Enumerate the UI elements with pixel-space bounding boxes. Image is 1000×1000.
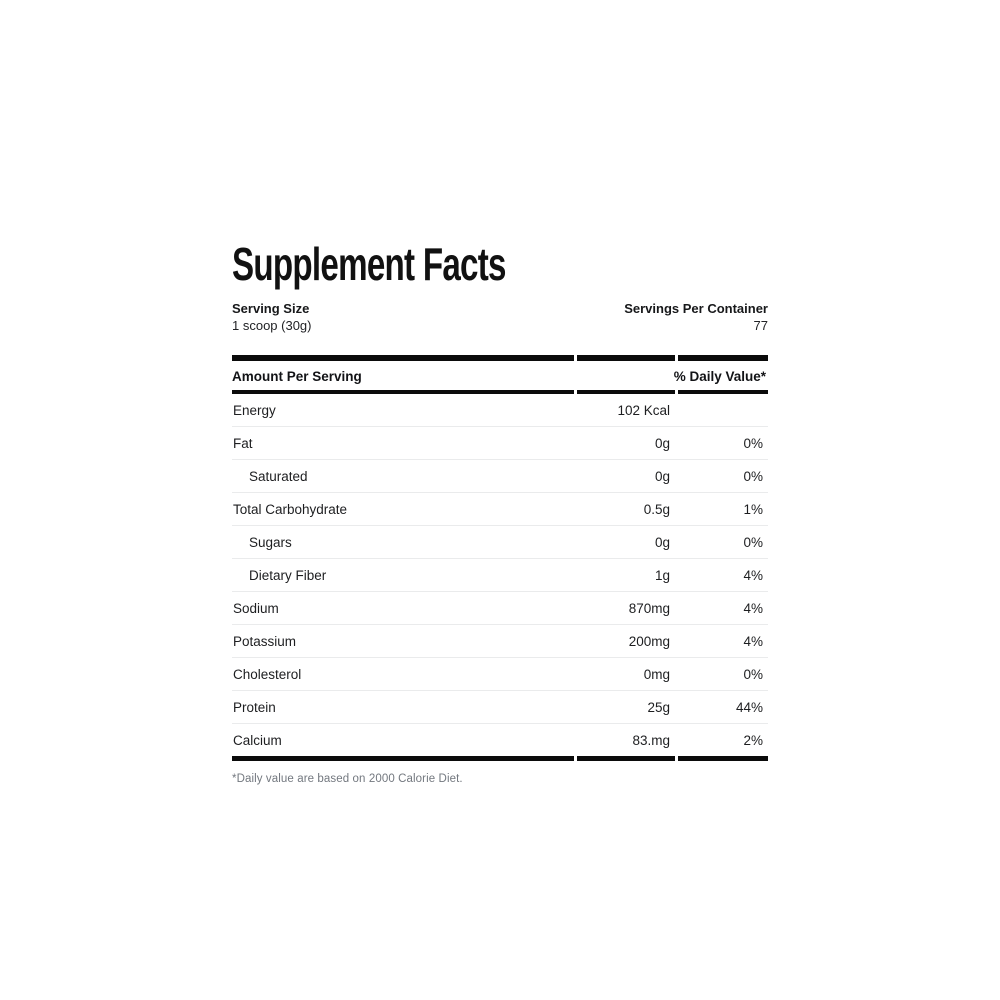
divider-bar-bottom — [232, 756, 768, 761]
nutrient-daily-value: 0% — [743, 469, 763, 484]
divider-segment — [577, 756, 675, 761]
divider-segment — [678, 390, 768, 394]
nutrient-daily-value: 4% — [743, 601, 763, 616]
nutrient-daily-value: 1% — [743, 502, 763, 517]
table-header-row: Amount Per Serving % Daily Value* — [232, 361, 768, 390]
nutrient-amount: 102 Kcal — [617, 403, 670, 418]
nutrient-daily-value: 4% — [743, 568, 763, 583]
table-row: Sugars 0g 0% — [232, 526, 768, 559]
table-row: Dietary Fiber 1g 4% — [232, 559, 768, 592]
divider-segment — [232, 390, 574, 394]
nutrient-amount: 83.mg — [632, 733, 670, 748]
table-row: Sodium 870mg 4% — [232, 592, 768, 625]
table-row: Fat 0g 0% — [232, 427, 768, 460]
table-row: Energy 102 Kcal — [232, 394, 768, 427]
daily-value-footnote: *Daily value are based on 2000 Calorie D… — [232, 773, 463, 785]
servings-per-container-value: 77 — [753, 318, 768, 333]
nutrient-name: Potassium — [233, 634, 297, 649]
nutrient-amount: 0g — [654, 436, 670, 451]
divider-segment — [232, 355, 574, 361]
nutrient-daily-value: 0% — [743, 436, 763, 451]
amount-per-serving-header: Amount Per Serving — [232, 369, 362, 384]
nutrient-amount: 200mg — [628, 634, 670, 649]
divider-segment — [577, 390, 675, 394]
nutrient-name: Dietary Fiber — [249, 568, 327, 583]
serving-size-label: Serving Size — [232, 301, 310, 316]
divider-segment — [678, 355, 768, 361]
divider-bar-header — [232, 390, 768, 394]
nutrient-name: Cholesterol — [233, 667, 302, 682]
nutrient-name: Energy — [233, 403, 276, 418]
daily-value-header: % Daily Value* — [673, 369, 766, 384]
nutrient-amount: 1g — [654, 568, 670, 583]
nutrient-daily-value: 2% — [743, 733, 763, 748]
facts-table: Amount Per Serving % Daily Value* Energy… — [232, 355, 768, 761]
nutrient-name: Saturated — [249, 469, 308, 484]
nutrient-daily-value: 0% — [743, 667, 763, 682]
nutrient-name: Sodium — [233, 601, 279, 616]
nutrient-name: Sugars — [249, 535, 292, 550]
table-row: Cholesterol 0mg 0% — [232, 658, 768, 691]
divider-segment — [232, 756, 574, 761]
nutrient-name: Fat — [233, 436, 253, 451]
table-row: Potassium 200mg 4% — [232, 625, 768, 658]
table-row: Protein 25g 44% — [232, 691, 768, 724]
label-title: Supplement Facts — [232, 238, 506, 290]
nutrient-amount: 0g — [654, 469, 670, 484]
nutrient-amount: 0g — [654, 535, 670, 550]
nutrient-name: Total Carbohydrate — [233, 502, 348, 517]
servings-per-container-label: Servings Per Container — [624, 301, 768, 316]
nutrient-name: Calcium — [233, 733, 282, 748]
table-row: Total Carbohydrate 0.5g 1% — [232, 493, 768, 526]
divider-bar-top — [232, 355, 768, 361]
serving-info: Serving Size 1 scoop (30g) Servings Per … — [232, 300, 768, 335]
nutrient-amount: 25g — [647, 700, 670, 715]
nutrient-daily-value: 4% — [743, 634, 763, 649]
nutrient-amount: 0.5g — [643, 502, 670, 517]
supplement-facts-label: Supplement Facts Serving Size 1 scoop (3… — [232, 240, 768, 786]
divider-segment — [678, 756, 768, 761]
table-rows: Energy 102 Kcal Fat 0g 0% Saturated 0g 0… — [232, 394, 768, 756]
nutrient-name: Protein — [233, 700, 276, 715]
table-row: Calcium 83.mg 2% — [232, 724, 768, 756]
divider-segment — [577, 355, 675, 361]
servings-per-container-block: Servings Per Container 77 — [624, 300, 768, 335]
nutrient-amount: 0mg — [643, 667, 670, 682]
table-row: Saturated 0g 0% — [232, 460, 768, 493]
nutrient-daily-value: 0% — [743, 535, 763, 550]
serving-size-block: Serving Size 1 scoop (30g) — [232, 300, 312, 335]
serving-size-value: 1 scoop (30g) — [232, 318, 312, 333]
nutrient-daily-value: 44% — [735, 700, 763, 715]
nutrient-amount: 870mg — [628, 601, 670, 616]
